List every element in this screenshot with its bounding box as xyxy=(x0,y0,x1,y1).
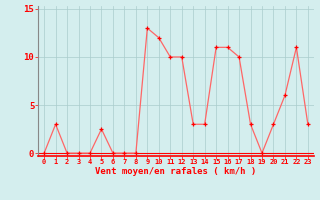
X-axis label: Vent moyen/en rafales ( km/h ): Vent moyen/en rafales ( km/h ) xyxy=(95,167,257,176)
